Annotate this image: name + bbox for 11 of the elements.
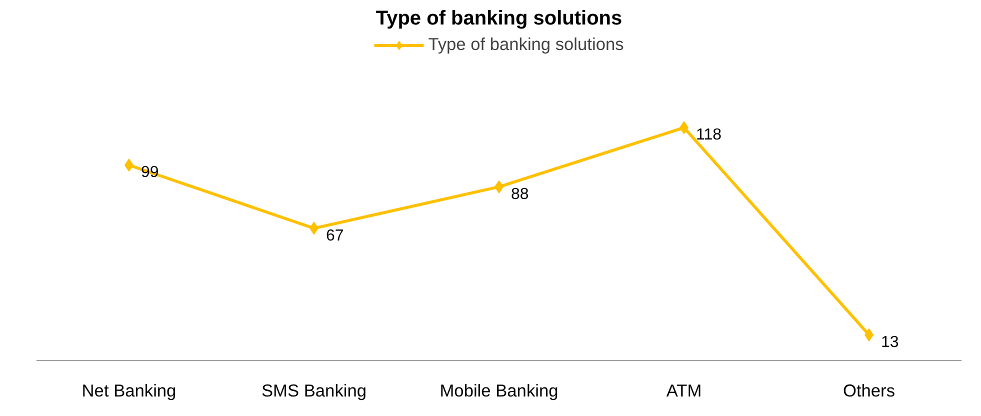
data-label: 118: [696, 126, 722, 144]
x-tick-label: Mobile Banking: [440, 380, 558, 400]
x-tick-label: Others: [843, 380, 896, 400]
x-tick-label: SMS Banking: [262, 380, 366, 400]
legend-label: Type of banking solutions: [428, 34, 624, 55]
data-label: 88: [511, 186, 529, 203]
data-label: 13: [881, 334, 899, 351]
x-tick-label: ATM: [666, 380, 702, 400]
chart-title: Type of banking solutions: [376, 8, 622, 30]
x-tick-label: Net Banking: [82, 380, 176, 400]
data-label: 67: [326, 227, 344, 244]
